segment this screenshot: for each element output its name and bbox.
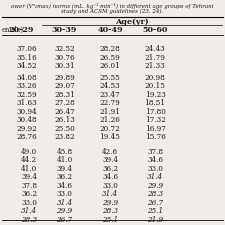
Text: 34.08: 34.08 [16, 74, 37, 82]
Text: 23.82: 23.82 [54, 133, 75, 141]
Text: 21.9: 21.9 [147, 216, 163, 224]
Text: 33.0: 33.0 [102, 182, 118, 190]
Text: 20.98: 20.98 [145, 74, 165, 82]
Text: 50-60: 50-60 [142, 26, 168, 34]
Text: 29.07: 29.07 [54, 82, 75, 90]
Text: 29.9: 29.9 [56, 207, 72, 215]
Text: 26.01: 26.01 [99, 62, 120, 70]
Text: 21.33: 21.33 [145, 62, 165, 70]
Text: 29.92: 29.92 [16, 125, 37, 133]
Text: 28.3: 28.3 [147, 190, 163, 198]
Text: 39.4: 39.4 [21, 173, 37, 181]
Text: 34.6: 34.6 [102, 173, 118, 181]
Text: 17.80: 17.80 [144, 108, 165, 116]
Text: 24.43: 24.43 [145, 45, 165, 53]
Text: 21.91: 21.91 [99, 108, 121, 116]
Text: 30.48: 30.48 [16, 116, 37, 124]
Text: 29.9: 29.9 [147, 182, 163, 190]
Text: 42.6: 42.6 [102, 148, 118, 156]
Text: 28.28: 28.28 [100, 45, 120, 53]
Text: 39.4: 39.4 [56, 165, 72, 173]
Text: 22.79: 22.79 [100, 99, 120, 107]
Text: 30.31: 30.31 [54, 62, 75, 70]
Text: 33.0: 33.0 [147, 165, 163, 173]
Text: 33.0: 33.0 [21, 199, 37, 207]
Text: 25.1: 25.1 [102, 216, 118, 224]
Text: 36.2: 36.2 [56, 173, 72, 181]
Text: 31.4: 31.4 [21, 207, 37, 215]
Text: 29.9: 29.9 [102, 199, 118, 207]
Text: 26.7: 26.7 [147, 199, 163, 207]
Text: 17.32: 17.32 [145, 116, 165, 124]
Text: 45.8: 45.8 [56, 148, 72, 156]
Text: 31.4: 31.4 [56, 199, 72, 207]
Text: 31.63: 31.63 [16, 99, 37, 107]
Text: Age(yr): Age(yr) [115, 18, 149, 26]
Text: ower (Vᵒ₂max) norms (mL. kg⁻¹·min⁻¹) in different age groups of Tehrani: ower (Vᵒ₂max) norms (mL. kg⁻¹·min⁻¹) in … [11, 3, 213, 9]
Text: 32.59: 32.59 [16, 91, 37, 99]
Text: 34.6: 34.6 [147, 156, 163, 164]
Text: 35.16: 35.16 [16, 54, 37, 61]
Text: 21.26: 21.26 [99, 116, 120, 124]
Text: 32.52: 32.52 [54, 45, 75, 53]
Text: 37.8: 37.8 [21, 182, 37, 190]
Text: 28.3: 28.3 [102, 207, 118, 215]
Text: 33.0: 33.0 [56, 190, 72, 198]
Text: 49.0: 49.0 [21, 148, 37, 156]
Text: 41.0: 41.0 [21, 165, 37, 173]
Text: 34.6: 34.6 [56, 182, 72, 190]
Text: 29.89: 29.89 [54, 74, 75, 82]
Text: 37.8: 37.8 [147, 148, 163, 156]
Text: 28.31: 28.31 [54, 91, 75, 99]
Text: 26.59: 26.59 [100, 54, 120, 61]
Text: 30-39: 30-39 [52, 26, 77, 34]
Text: 26.47: 26.47 [54, 108, 75, 116]
Text: 33.26: 33.26 [17, 82, 37, 90]
Text: 41.0: 41.0 [56, 156, 73, 164]
Text: 28.76: 28.76 [16, 133, 37, 141]
Text: entile): entile) [2, 26, 24, 34]
Text: 40-49: 40-49 [97, 26, 123, 34]
Text: 34.52: 34.52 [16, 62, 37, 70]
Text: 30.76: 30.76 [54, 54, 75, 61]
Text: 20-29: 20-29 [9, 26, 34, 34]
Text: 18.51: 18.51 [144, 99, 166, 107]
Text: 19.45: 19.45 [99, 133, 120, 141]
Text: 21.79: 21.79 [144, 54, 165, 61]
Text: 39.4: 39.4 [102, 156, 118, 164]
Text: 36.2: 36.2 [102, 165, 118, 173]
Text: 24.53: 24.53 [100, 82, 120, 90]
Text: 16.97: 16.97 [144, 125, 165, 133]
Text: 26.7: 26.7 [56, 216, 72, 224]
Text: 20.15: 20.15 [144, 82, 165, 90]
Text: 19.23: 19.23 [145, 91, 165, 99]
Text: 28.3: 28.3 [21, 216, 37, 224]
Text: 37.06: 37.06 [16, 45, 37, 53]
Text: 23.47: 23.47 [100, 91, 120, 99]
Text: 20.72: 20.72 [100, 125, 120, 133]
Text: 31.4: 31.4 [102, 190, 118, 198]
Text: 36.2: 36.2 [21, 190, 37, 198]
Text: 25.1: 25.1 [147, 207, 163, 215]
Text: 44.2: 44.2 [21, 156, 37, 164]
Text: 15.76: 15.76 [144, 133, 165, 141]
Text: 27.28: 27.28 [54, 99, 75, 107]
Text: 30.94: 30.94 [16, 108, 37, 116]
Text: 31.4: 31.4 [147, 173, 163, 181]
Text: 26.13: 26.13 [54, 116, 75, 124]
Text: 25.55: 25.55 [100, 74, 120, 82]
Text: study and ACSM guidelines (23, 24).: study and ACSM guidelines (23, 24). [61, 9, 163, 14]
Text: 25.50: 25.50 [54, 125, 75, 133]
